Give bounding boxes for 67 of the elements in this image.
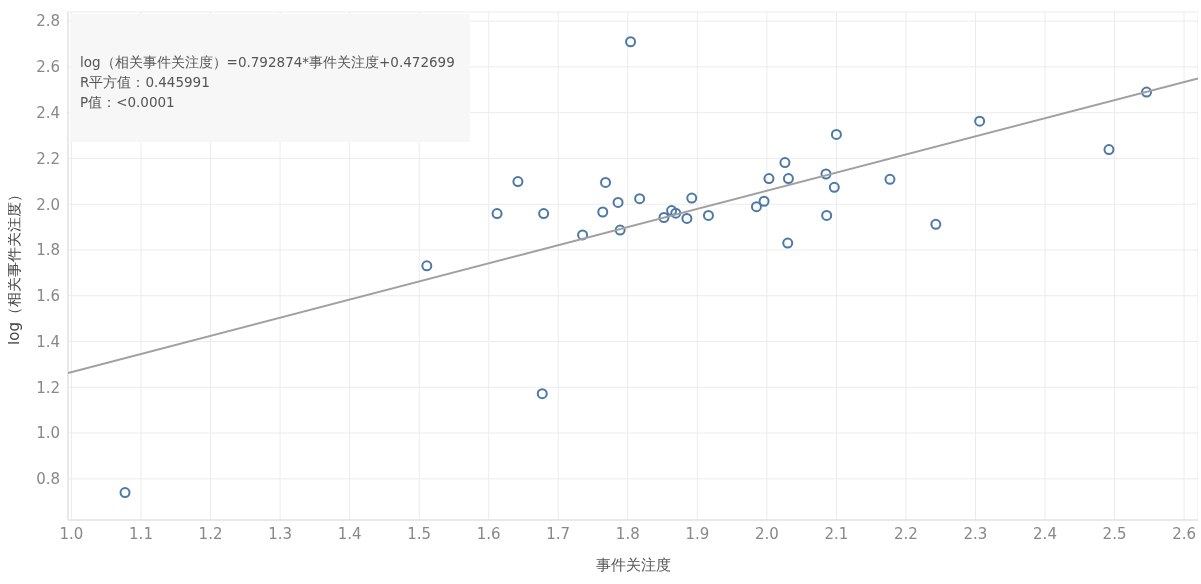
y-tick-label: 1.4 [36,332,60,351]
y-tick-label: 0.8 [36,470,60,489]
point [702,209,714,221]
y-tick-label: 2.2 [36,149,60,168]
point [830,128,842,140]
point [1103,144,1115,156]
point [681,212,693,224]
y-tick-label: 1.2 [36,378,60,397]
point [782,237,794,249]
annotation: P值：<0.0001 [80,93,176,112]
point [536,388,548,400]
y-tick-label: 2.8 [36,12,60,31]
point [930,218,942,230]
point [658,211,670,223]
x-tick-label: 1.4 [337,524,362,543]
point [686,192,698,204]
point [634,193,646,205]
point [538,208,550,220]
point [421,260,433,272]
point [597,206,609,218]
x-tick-label: 2.5 [1102,524,1127,543]
point [884,173,896,185]
annotation: log（相关事件关注度）=0.792874*事件关注度+0.472699 [80,53,456,72]
x-tick-label: 2.2 [894,524,918,543]
x-tick-label: 1.6 [476,524,501,543]
point [758,195,770,207]
point [612,196,624,208]
y-tick-label: 1.6 [36,287,60,306]
x-tick-label: 1.3 [268,524,293,543]
point [974,115,986,127]
point [750,201,762,213]
note-box: log（相关事件关注度）=0.792874*事件关注度+0.472699 R平方值：0.445991 P值：<0.0001 [70,14,470,142]
point [119,487,131,499]
point [821,209,833,221]
point [828,181,840,193]
x-tick-label: 1.5 [407,524,432,543]
point [763,173,775,185]
x-tick-label: 2.4 [1033,524,1057,543]
x-tick-label: 2.3 [963,524,988,543]
point [782,173,794,185]
point [491,208,503,220]
point [614,224,626,236]
x-tick-label: 2.6 [1172,524,1197,543]
x-tick-label: 1.7 [546,524,571,543]
x-tick-label: 2.0 [754,524,779,543]
y-tick-label: 2.4 [36,104,60,123]
point [625,36,637,48]
point [670,207,682,219]
x-tick-label: 1.2 [198,524,223,543]
y-tick-label: 1.8 [36,241,60,260]
point [1141,86,1153,98]
point [600,176,612,188]
y-tick-label: 2.6 [36,58,60,77]
x-axis-title: 事件关注度 [595,556,671,574]
point [666,205,678,217]
point [512,176,524,188]
y-tick-label: 2.0 [36,195,60,214]
point [577,229,589,241]
x-tick-label: 1.8 [615,524,640,543]
annotation: R平方值：0.445991 [80,73,211,92]
x-tick-label: 1.9 [685,524,710,543]
point [820,168,832,180]
x-tick-label: 1.1 [129,524,153,543]
point [779,157,791,169]
y-tick-label: 1.0 [36,424,60,443]
x-tick-label: 2.1 [824,524,849,543]
x-tick-label: 1.0 [59,524,84,543]
